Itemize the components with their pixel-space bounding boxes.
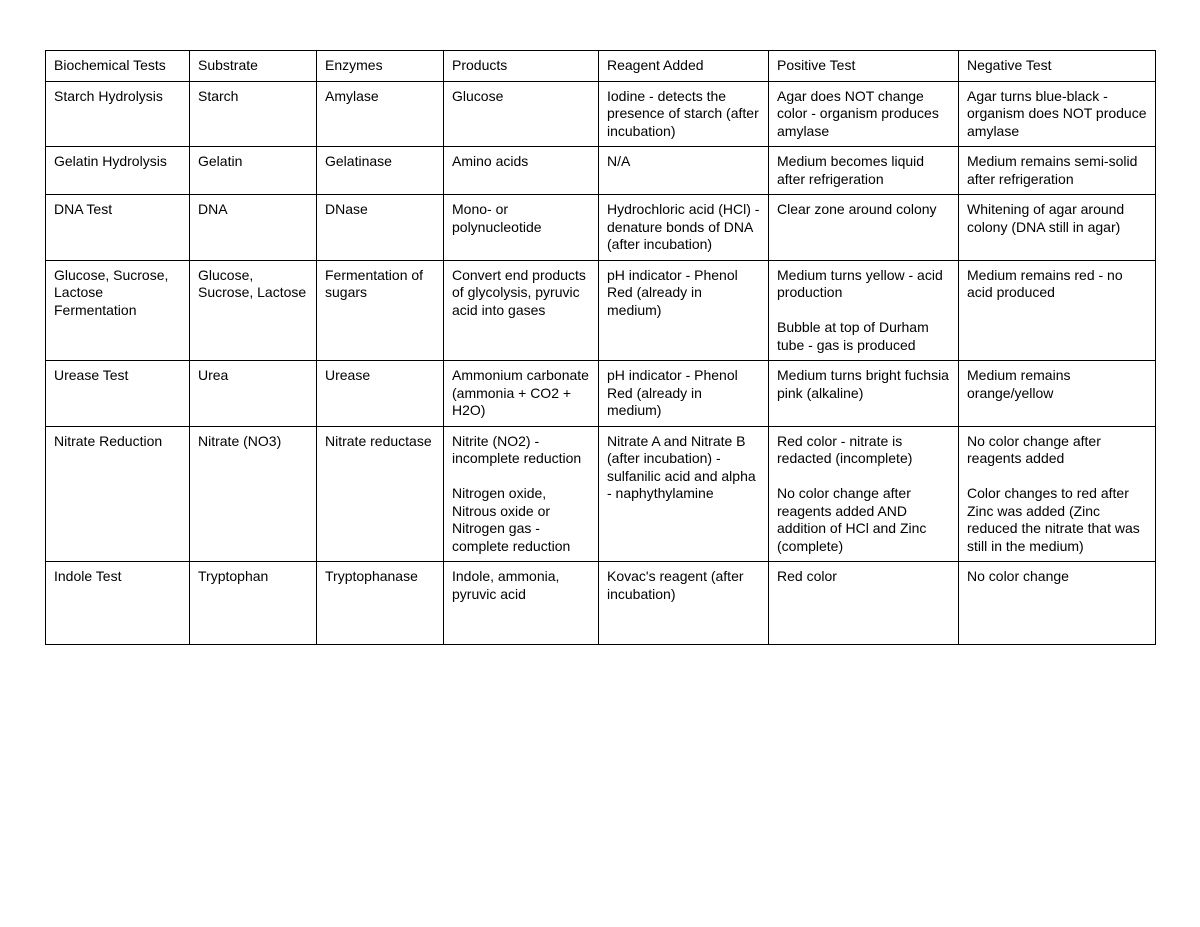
table-header-cell: Reagent Added (599, 51, 769, 82)
table-cell: Hydrochloric acid (HCl) - denature bonds… (599, 195, 769, 261)
table-cell: pH indicator - Phenol Red (already in me… (599, 260, 769, 361)
table-cell: pH indicator - Phenol Red (already in me… (599, 361, 769, 427)
table-cell: N/A (599, 147, 769, 195)
table-cell: Agar turns blue-black - organism does NO… (959, 81, 1156, 147)
table-cell: Indole, ammonia, pyruvic acid (444, 562, 599, 645)
table-row: Nitrate Reduction Nitrate (NO3) Nitrate … (46, 426, 1156, 562)
table-row: Gelatin Hydrolysis Gelatin Gelatinase Am… (46, 147, 1156, 195)
table-cell: Starch (190, 81, 317, 147)
table-header-cell: Biochemical Tests (46, 51, 190, 82)
table-cell: Amylase (317, 81, 444, 147)
table-row: Indole Test Tryptophan Tryptophanase Ind… (46, 562, 1156, 645)
table-cell: DNase (317, 195, 444, 261)
table-cell: Urea (190, 361, 317, 427)
table-cell: Agar does NOT change color - organism pr… (769, 81, 959, 147)
table-cell: Urease Test (46, 361, 190, 427)
table-cell: Medium remains orange/yellow (959, 361, 1156, 427)
table-header-cell: Negative Test (959, 51, 1156, 82)
table-header-row: Biochemical Tests Substrate Enzymes Prod… (46, 51, 1156, 82)
table-cell: Whitening of agar around colony (DNA sti… (959, 195, 1156, 261)
biochemical-tests-table: Biochemical Tests Substrate Enzymes Prod… (45, 50, 1156, 645)
table-header-cell: Products (444, 51, 599, 82)
table-cell: Glucose (444, 81, 599, 147)
table-cell: Clear zone around colony (769, 195, 959, 261)
table-cell: Medium turns bright fuchsia pink (alkali… (769, 361, 959, 427)
table-cell: Urease (317, 361, 444, 427)
table-header-cell: Substrate (190, 51, 317, 82)
table-cell: Fermentation of sugars (317, 260, 444, 361)
table-cell: Nitrate (NO3) (190, 426, 317, 562)
table-row: Urease Test Urea Urease Ammonium carbona… (46, 361, 1156, 427)
table-cell: DNA Test (46, 195, 190, 261)
table-cell: Kovac's reagent (after incubation) (599, 562, 769, 645)
table-cell: Gelatin Hydrolysis (46, 147, 190, 195)
table-cell: Nitrate reductase (317, 426, 444, 562)
table-cell: Amino acids (444, 147, 599, 195)
table-cell: Iodine - detects the presence of starch … (599, 81, 769, 147)
table-cell: Medium turns yellow - acid production Bu… (769, 260, 959, 361)
table-row: Starch Hydrolysis Starch Amylase Glucose… (46, 81, 1156, 147)
table-row: DNA Test DNA DNase Mono- or polynucleoti… (46, 195, 1156, 261)
table-header-cell: Enzymes (317, 51, 444, 82)
table-cell: Convert end products of glycolysis, pyru… (444, 260, 599, 361)
table-cell: Mono- or polynucleotide (444, 195, 599, 261)
table-cell: Tryptophanase (317, 562, 444, 645)
table-cell: Nitrite (NO2) - incomplete reduction Nit… (444, 426, 599, 562)
table-cell: Starch Hydrolysis (46, 81, 190, 147)
table-cell: Medium remains semi-solid after refriger… (959, 147, 1156, 195)
table-cell: Indole Test (46, 562, 190, 645)
table-cell: Gelatinase (317, 147, 444, 195)
table-container: Biochemical Tests Substrate Enzymes Prod… (0, 0, 1200, 645)
table-cell: Gelatin (190, 147, 317, 195)
table-row: Glucose, Sucrose, Lactose Fermentation G… (46, 260, 1156, 361)
table-cell: Medium becomes liquid after refrigeratio… (769, 147, 959, 195)
table-cell: Red color - nitrate is redacted (incompl… (769, 426, 959, 562)
table-cell: Nitrate A and Nitrate B (after incubatio… (599, 426, 769, 562)
table-cell: DNA (190, 195, 317, 261)
table-cell: Glucose, Sucrose, Lactose Fermentation (46, 260, 190, 361)
table-cell: No color change (959, 562, 1156, 645)
table-cell: Tryptophan (190, 562, 317, 645)
table-cell: Nitrate Reduction (46, 426, 190, 562)
table-cell: Ammonium carbonate (ammonia + CO2 + H2O) (444, 361, 599, 427)
table-cell: Glucose, Sucrose, Lactose (190, 260, 317, 361)
table-cell: Medium remains red - no acid produced (959, 260, 1156, 361)
table-cell: No color change after reagents added Col… (959, 426, 1156, 562)
table-header-cell: Positive Test (769, 51, 959, 82)
table-cell: Red color (769, 562, 959, 645)
